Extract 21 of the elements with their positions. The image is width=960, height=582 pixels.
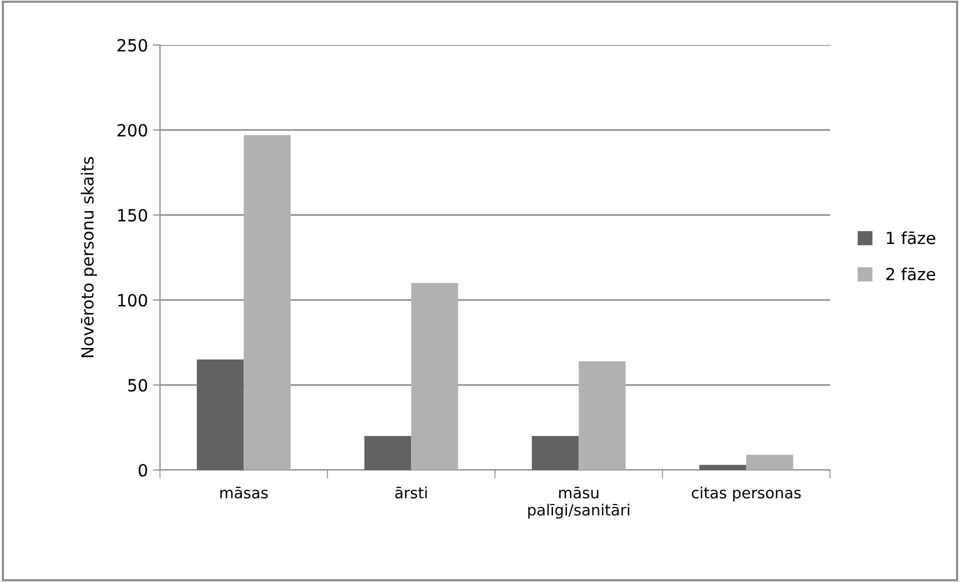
bar: [364, 436, 412, 470]
bar: [196, 360, 244, 470]
x-tick-label: ārsti: [395, 486, 427, 498]
legend-label: 2 fāze: [886, 268, 936, 280]
y-tick-label: 200: [118, 124, 148, 137]
y-tick-label: 0: [138, 464, 148, 477]
bar: [244, 135, 291, 470]
bar: [578, 361, 626, 470]
x-tick-label: māsu palīgi/sanitāri: [528, 486, 630, 519]
bar: [746, 454, 794, 470]
x-tick-label: citas personas: [692, 486, 801, 502]
legend-label: 1 fāze: [886, 231, 936, 244]
bar: [699, 464, 746, 470]
y-axis-title: Novēroto personu skaits: [80, 157, 97, 358]
y-tick-label: 100: [118, 294, 148, 307]
y-tick-label: 250: [118, 38, 148, 52]
bar: [532, 436, 579, 470]
y-tick-label: 150: [118, 208, 148, 222]
x-tick-label: māsas: [220, 486, 268, 498]
bar: [411, 283, 458, 470]
y-tick-label: 50: [128, 378, 148, 392]
